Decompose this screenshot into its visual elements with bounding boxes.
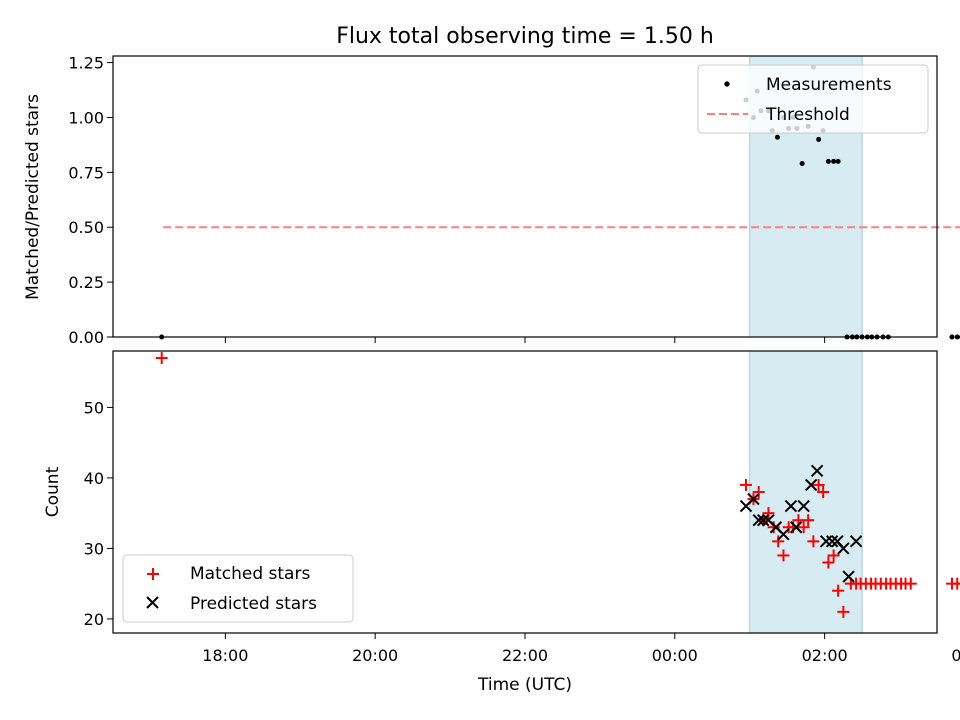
x-tick-label: 22:00 xyxy=(502,646,548,665)
legend-predicted-label: Predicted stars xyxy=(190,594,317,614)
measurement-point xyxy=(799,161,805,167)
y-tick-label: 0.50 xyxy=(68,218,104,237)
matched-stars-point xyxy=(904,577,917,590)
top-y-axis: 0.00 0.25 0.50 0.75 1.00 1.25 xyxy=(68,54,113,347)
y-tick-label: 0.25 xyxy=(68,273,104,292)
matched-stars-point xyxy=(762,507,775,520)
measurement-point xyxy=(831,158,837,164)
x-tick-label: 20:00 xyxy=(352,646,398,665)
top-x-ticks xyxy=(224,337,826,343)
bottom-y-axis-label: Count xyxy=(43,466,63,517)
y-tick-label: 1.25 xyxy=(68,54,104,73)
matched-stars-point xyxy=(752,486,765,498)
legend-matched-label: Matched stars xyxy=(190,564,310,584)
matched-stars-point xyxy=(772,535,785,548)
predicted-stars-point xyxy=(789,521,803,534)
measurement-point xyxy=(774,134,780,140)
matched-stars-point xyxy=(955,582,960,585)
y-tick-label: 0.00 xyxy=(68,328,104,347)
y-tick-label: 40 xyxy=(84,469,104,488)
top-panel: 0.00 0.25 0.50 0.75 1.00 1.25 Matched/Predict… xyxy=(23,54,960,347)
matched-stars-point xyxy=(739,478,752,491)
predicted-stars-point xyxy=(825,535,839,548)
matched-stars-point xyxy=(807,535,820,548)
chart-title: Flux total observing time = 1.50 h xyxy=(336,24,714,49)
matched-stars-point xyxy=(802,514,815,527)
measurement-point xyxy=(816,136,822,142)
matched-stars-point xyxy=(767,521,780,534)
matched-stars-point xyxy=(832,584,845,597)
predicted-stars-point xyxy=(777,528,790,541)
bottom-highlight-span xyxy=(749,350,863,634)
top-y-axis-label: Matched/Predicted stars xyxy=(23,94,43,300)
bottom-legend: Matched stars Predicted stars xyxy=(122,554,354,623)
y-tick-label: 50 xyxy=(84,398,104,417)
x-tick-label: 00:00 xyxy=(652,646,698,665)
matched-stars-point xyxy=(777,549,790,562)
top-legend: Measurements Threshold xyxy=(697,64,929,134)
x-tick-label: 18:00 xyxy=(202,646,248,665)
y-tick-label: 0.75 xyxy=(68,163,104,182)
measurement-point xyxy=(835,158,841,164)
predicted-stars-point xyxy=(784,499,798,513)
measurement-point xyxy=(949,334,955,340)
x-axis-label: Time (UTC) xyxy=(477,675,572,695)
legend-threshold-label: Threshold xyxy=(765,105,850,125)
predicted-stars-point xyxy=(849,535,863,548)
x-tick-label: 02:00 xyxy=(802,646,848,665)
bottom-plot-frame xyxy=(112,350,938,634)
x-tick-label: 04:00 xyxy=(951,646,960,665)
top-plot-frame xyxy=(112,55,938,338)
predicted-stars-point xyxy=(810,464,824,478)
matched-stars-point xyxy=(827,549,840,562)
matched-stars-point xyxy=(797,521,810,534)
predicted-stars-point xyxy=(752,513,765,527)
predicted-stars-point xyxy=(757,513,770,527)
y-tick-label: 30 xyxy=(84,539,104,558)
predicted-stars-point xyxy=(747,492,760,506)
predicted-stars-point xyxy=(842,570,855,583)
predicted-stars-point xyxy=(837,542,850,555)
bottom-series-marks xyxy=(155,352,960,618)
matched-stars-point xyxy=(822,556,835,569)
measurement-point xyxy=(825,158,831,164)
legend-measurements-label: Measurements xyxy=(766,75,892,95)
matched-stars-point xyxy=(812,478,825,491)
y-tick-label: 20 xyxy=(84,610,104,629)
predicted-stars-point xyxy=(804,478,818,492)
predicted-stars-point xyxy=(797,499,810,513)
measurement-point xyxy=(954,334,960,340)
y-tick-label: 1.00 xyxy=(68,108,104,127)
legend-matched-marker xyxy=(147,568,159,580)
matched-stars-point xyxy=(817,486,830,498)
legend-predicted-marker xyxy=(146,596,159,609)
matched-stars-point xyxy=(155,352,168,365)
legend-measurements-marker xyxy=(724,81,730,87)
bottom-y-axis: 20 30 40 50 xyxy=(84,398,113,629)
matched-stars-point xyxy=(837,605,850,618)
